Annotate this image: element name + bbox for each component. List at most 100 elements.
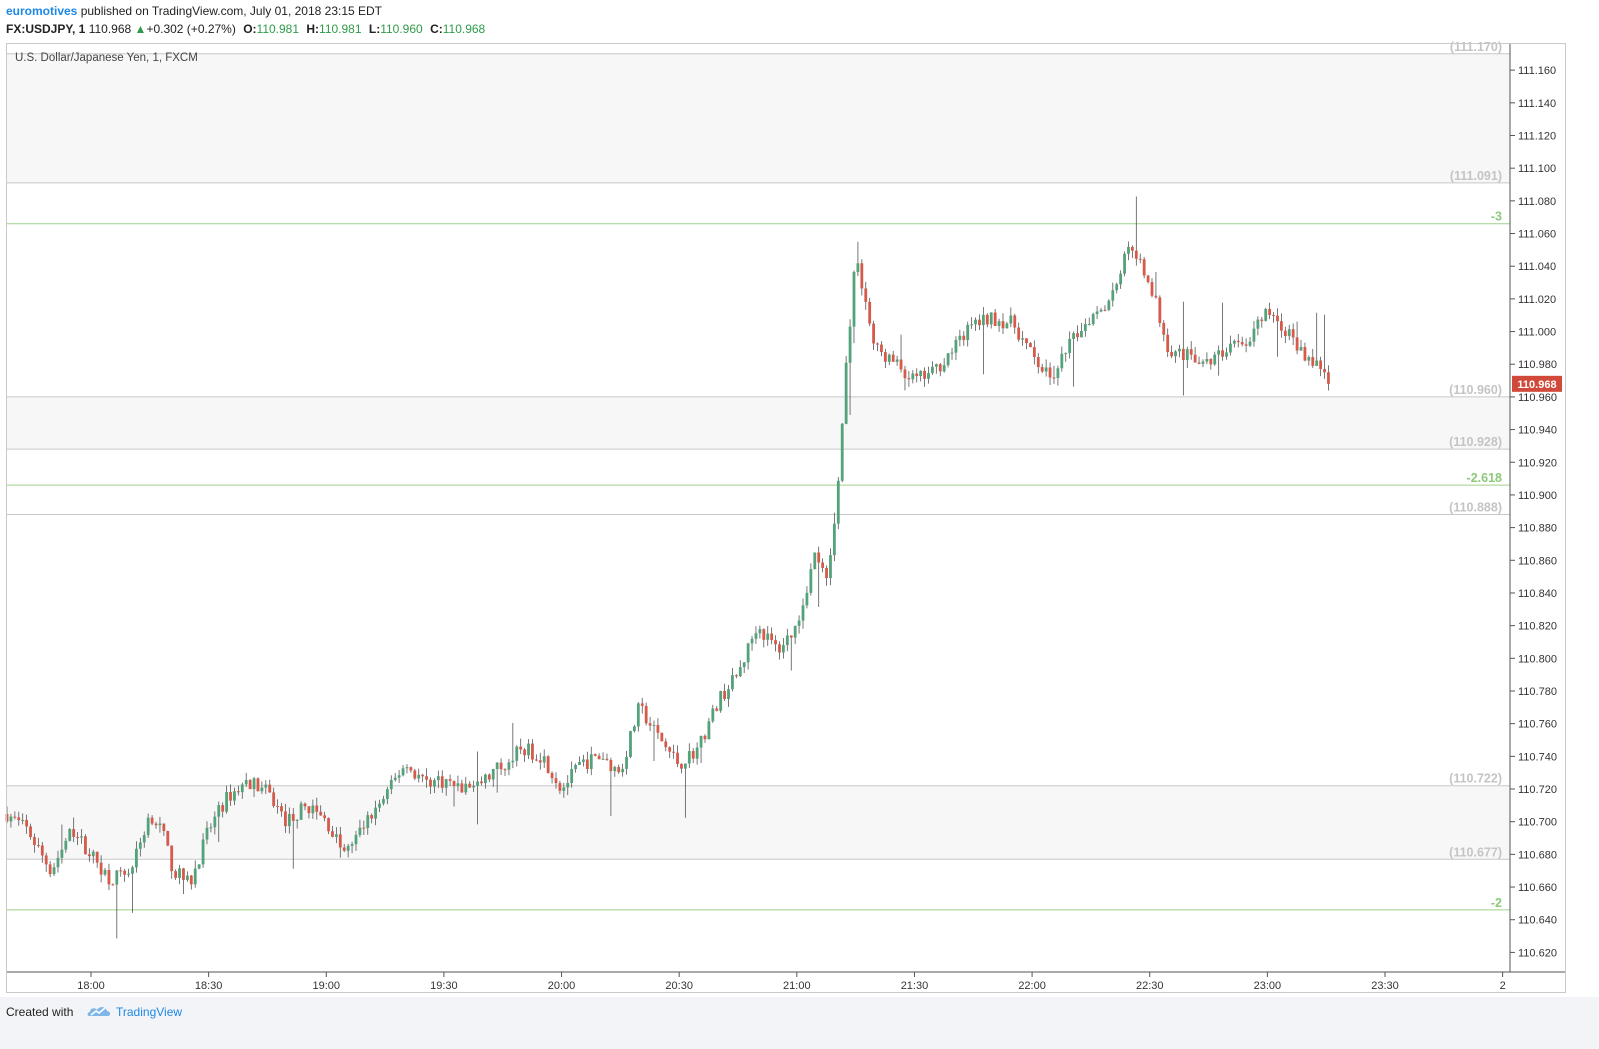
candle-body xyxy=(397,775,401,778)
candle-body xyxy=(691,751,695,759)
candle-body xyxy=(1119,273,1123,285)
candle-body xyxy=(374,807,378,819)
candle-body xyxy=(1217,350,1221,355)
candle-body xyxy=(907,378,911,380)
candle-body xyxy=(413,770,417,779)
candle-body xyxy=(593,754,597,756)
candle-body xyxy=(950,352,954,354)
price-tick-label: 110.940 xyxy=(1518,425,1557,437)
price-tick-label: 110.660 xyxy=(1518,882,1557,894)
candle-body xyxy=(303,803,307,807)
candle-body xyxy=(1287,329,1291,337)
candle-body xyxy=(448,779,452,781)
candle-body xyxy=(742,662,746,668)
candle-body xyxy=(1232,340,1236,344)
candle-body xyxy=(797,620,801,626)
candle-body xyxy=(723,690,726,699)
symbol-quote-line: FX:USDJPY, 1 110.968 ▲+0.302 (+0.27%) O:… xyxy=(6,22,485,36)
candle-body xyxy=(1021,338,1025,340)
candle-body xyxy=(1315,360,1319,366)
time-tick-label: 21:00 xyxy=(783,980,811,992)
candle-body xyxy=(25,819,29,827)
candle-body xyxy=(393,777,397,780)
candle-body xyxy=(483,774,487,784)
level-label: (110.960) xyxy=(1449,383,1502,397)
tradingview-logo-icon[interactable] xyxy=(86,1003,112,1019)
candle-body xyxy=(29,826,32,838)
candle-body xyxy=(68,828,72,841)
candle-body xyxy=(166,831,170,846)
tradingview-brand-link[interactable]: TradingView xyxy=(116,1005,183,1019)
candle-body xyxy=(21,819,25,821)
candle-body xyxy=(95,851,99,863)
candle-body xyxy=(1060,353,1064,369)
candle-body xyxy=(1080,330,1083,338)
candle-body xyxy=(695,747,699,759)
candle-body xyxy=(731,675,734,690)
candle-body xyxy=(699,735,703,748)
high-label: H: xyxy=(306,22,320,36)
candle-body xyxy=(201,839,205,865)
candle-body xyxy=(307,806,311,814)
candle-body xyxy=(1303,347,1307,361)
candle-body xyxy=(927,373,930,379)
time-tick-label: 18:30 xyxy=(195,980,223,992)
candle-body xyxy=(1229,343,1232,353)
level-zone xyxy=(7,785,1510,860)
price-chart[interactable]: (111.170)(111.091)-3(110.960)(110.928)-2… xyxy=(0,0,1599,997)
candle-body xyxy=(48,864,52,875)
candle-body xyxy=(1103,309,1107,311)
candle-body xyxy=(225,791,228,812)
published-text: published on TradingView.com, July 01, 2… xyxy=(80,4,383,18)
candle-body xyxy=(817,552,821,563)
candle-body xyxy=(456,783,460,787)
candle-body xyxy=(1307,357,1311,361)
candle-body xyxy=(860,263,864,289)
candle-body xyxy=(1127,246,1130,254)
candle-body xyxy=(640,703,644,706)
candle-body xyxy=(738,667,742,677)
candle-body xyxy=(1087,323,1091,325)
price-tick-label: 111.000 xyxy=(1518,327,1556,339)
candle-body xyxy=(1064,353,1068,355)
candle-body xyxy=(985,314,989,325)
price-tick-label: 110.780 xyxy=(1518,686,1557,698)
candle-body xyxy=(534,759,538,761)
candle-body xyxy=(1248,341,1252,346)
candle-body xyxy=(531,743,534,760)
candle-body xyxy=(566,783,570,788)
candle-body xyxy=(938,364,942,372)
price-tick-label: 110.800 xyxy=(1518,653,1557,665)
candle-body xyxy=(440,776,444,788)
candles xyxy=(5,196,1330,939)
candle-body xyxy=(64,840,68,850)
candle-body xyxy=(519,746,523,750)
candle-body xyxy=(1299,347,1303,351)
current-price-label: 110.968 xyxy=(1517,379,1556,391)
candle-body xyxy=(385,789,389,800)
candle-body xyxy=(91,851,95,857)
candle-body xyxy=(895,359,899,362)
candle-body xyxy=(138,842,142,849)
level-label: -2.618 xyxy=(1467,471,1502,485)
candle-body xyxy=(291,813,295,821)
candle-body xyxy=(311,805,315,814)
candle-body xyxy=(562,787,566,791)
candle-body xyxy=(1076,333,1079,338)
candle-body xyxy=(546,756,550,774)
candle-body xyxy=(899,359,903,370)
candle-body xyxy=(1240,342,1244,345)
candle-body xyxy=(785,635,789,646)
candle-body xyxy=(1209,358,1213,365)
price-tick-label: 111.120 xyxy=(1518,130,1556,142)
candle-body xyxy=(703,735,707,740)
price-tick-label: 110.740 xyxy=(1518,751,1557,763)
candle-body xyxy=(1048,367,1052,378)
candle-body xyxy=(444,779,448,788)
author-link[interactable]: euromotives xyxy=(6,4,78,18)
candle-body xyxy=(1068,338,1072,354)
candle-body xyxy=(609,759,613,772)
candle-body xyxy=(1115,284,1119,291)
time-tick-label: 20:30 xyxy=(665,980,693,992)
price-tick-label: 110.820 xyxy=(1518,621,1557,633)
